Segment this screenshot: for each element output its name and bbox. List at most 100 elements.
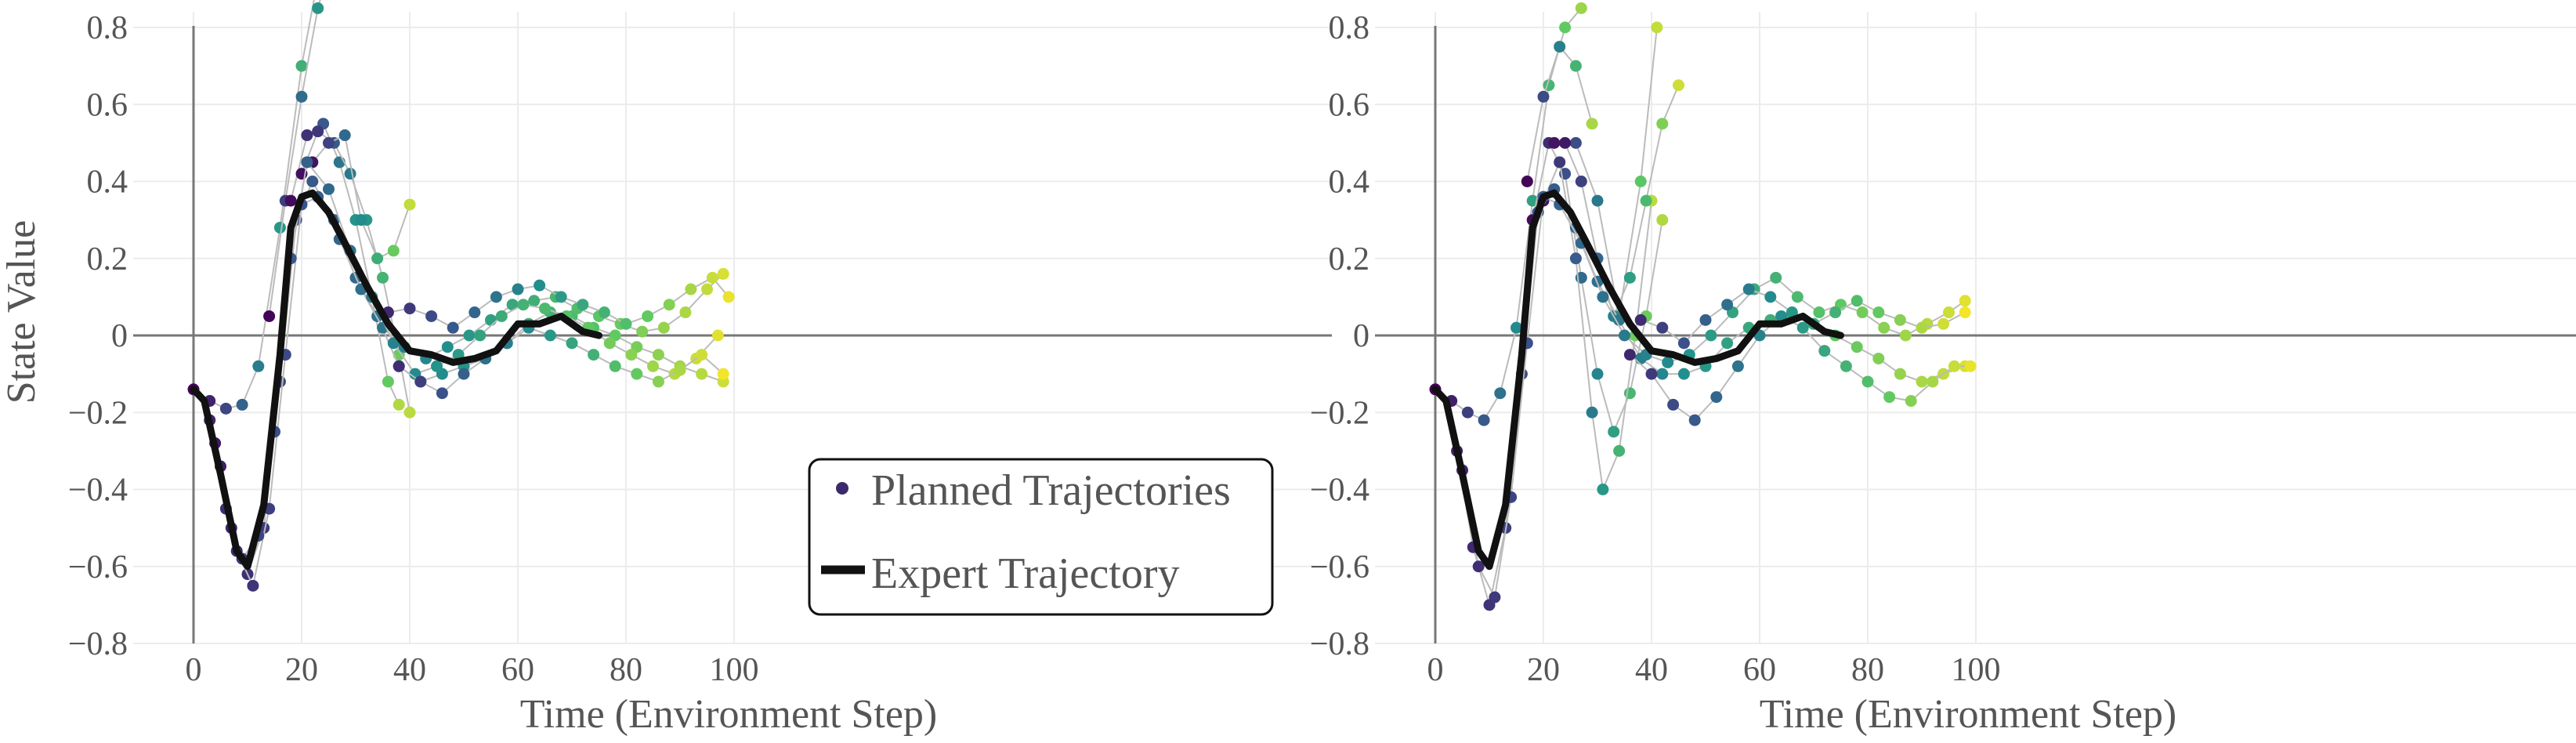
planned-point — [1623, 349, 1636, 361]
x-tick-label: 40 — [1635, 652, 1668, 688]
expert-trajectory-line — [190, 189, 602, 571]
planned-point — [1521, 176, 1533, 187]
y-tick-label: −0.8 — [68, 626, 128, 662]
planned-point — [1916, 321, 1928, 334]
y-tick-label: −0.2 — [68, 395, 128, 431]
planned-point — [539, 303, 551, 315]
planned-point — [1764, 291, 1777, 303]
planned-point — [1959, 295, 1971, 307]
planned-point — [425, 310, 438, 322]
planned-point — [458, 368, 470, 380]
planned-point — [1569, 60, 1582, 72]
planned-point — [1548, 136, 1561, 149]
legend-expert-label: Expert Trajectory — [871, 549, 1179, 598]
y-tick-label: 0.4 — [87, 165, 128, 201]
planned-point — [1575, 2, 1587, 14]
grid — [1375, 12, 2576, 644]
legend-box — [808, 458, 1274, 616]
planned-point — [323, 136, 335, 149]
planned-point — [1851, 341, 1863, 353]
planned-point — [1673, 79, 1684, 92]
planned-point — [1894, 314, 1906, 326]
planned-point — [1856, 306, 1869, 319]
y-tick-label: 0.6 — [1329, 87, 1370, 123]
y-tick-label: −0.4 — [68, 473, 128, 509]
planned-point — [1943, 306, 1955, 319]
x-tick-label: 60 — [501, 652, 534, 688]
planned-point — [1883, 391, 1896, 404]
planned-point — [1964, 360, 1977, 372]
planned-point — [236, 398, 248, 411]
planned-point — [1613, 444, 1626, 457]
planned-point — [393, 398, 405, 411]
planned-point — [706, 271, 718, 284]
planned-point — [414, 375, 427, 388]
planned-point — [512, 283, 524, 295]
planned-point — [431, 360, 443, 372]
planned-point — [1677, 368, 1690, 380]
x-tick-label: 80 — [610, 652, 642, 688]
planned-point — [1721, 337, 1734, 350]
planned-point — [301, 129, 313, 142]
planned-point — [1959, 306, 1971, 319]
planned-point — [1554, 41, 1566, 53]
planned-point — [382, 375, 394, 388]
planned-point — [1667, 398, 1680, 411]
planned-point — [490, 291, 502, 303]
planned-point — [1656, 118, 1669, 130]
y-tick-label: −0.4 — [1310, 473, 1369, 509]
xlabel-left: Time (Environment Step) — [520, 692, 938, 737]
planned-point — [642, 310, 654, 322]
expert-trajectory-line — [1431, 189, 1844, 571]
panel-left: State Value Time (Environment Step) −0.8… — [0, 0, 1332, 737]
planned-trajectory-line — [268, 0, 321, 317]
planned-point — [1813, 306, 1825, 319]
planned-point — [1840, 360, 1852, 372]
planned-point — [474, 329, 487, 342]
planned-point — [701, 283, 713, 295]
planned-trajectory-line — [219, 195, 724, 589]
planned-point — [679, 306, 692, 319]
planned-point — [1651, 21, 1663, 34]
planned-point — [301, 156, 313, 169]
planned-point — [647, 360, 659, 372]
planned-point — [1613, 314, 1626, 326]
planned-trajectory-line — [1435, 7, 1583, 422]
planned-point — [1791, 291, 1804, 303]
planned-point — [1575, 176, 1587, 187]
planned-point — [722, 291, 735, 303]
planned-trajectory-line — [193, 0, 315, 410]
planned-point — [1662, 356, 1674, 368]
planned-trajectories — [1429, 2, 1977, 611]
planned-point — [1478, 414, 1490, 426]
planned-point — [652, 375, 664, 388]
planned-point — [1937, 317, 1950, 330]
planned-point — [1645, 368, 1658, 380]
planned-point — [1472, 560, 1485, 573]
planned-point — [1634, 314, 1647, 326]
planned-point — [495, 310, 508, 322]
planned-point — [1899, 329, 1912, 342]
planned-point — [711, 329, 724, 342]
x-tick-label: 20 — [1527, 652, 1560, 688]
y-tick-label: −0.6 — [68, 549, 128, 585]
planned-point — [1623, 271, 1636, 284]
planned-point — [1894, 368, 1906, 380]
planned-point — [534, 279, 546, 292]
planned-point — [371, 252, 384, 265]
planned-point — [1597, 484, 1609, 495]
planned-point — [1634, 176, 1647, 187]
planned-point — [1705, 329, 1717, 342]
planned-point — [447, 321, 459, 334]
planned-point — [717, 368, 729, 380]
planned-point — [344, 168, 356, 180]
planned-point — [1537, 90, 1550, 103]
planned-point — [1742, 283, 1755, 295]
planned-point — [631, 368, 643, 380]
planned-point — [1829, 306, 1842, 319]
planned-point — [1511, 321, 1522, 334]
planned-point — [1494, 387, 1507, 400]
planned-point — [1591, 368, 1604, 380]
planned-point — [1731, 360, 1744, 372]
planned-point — [1861, 375, 1874, 388]
